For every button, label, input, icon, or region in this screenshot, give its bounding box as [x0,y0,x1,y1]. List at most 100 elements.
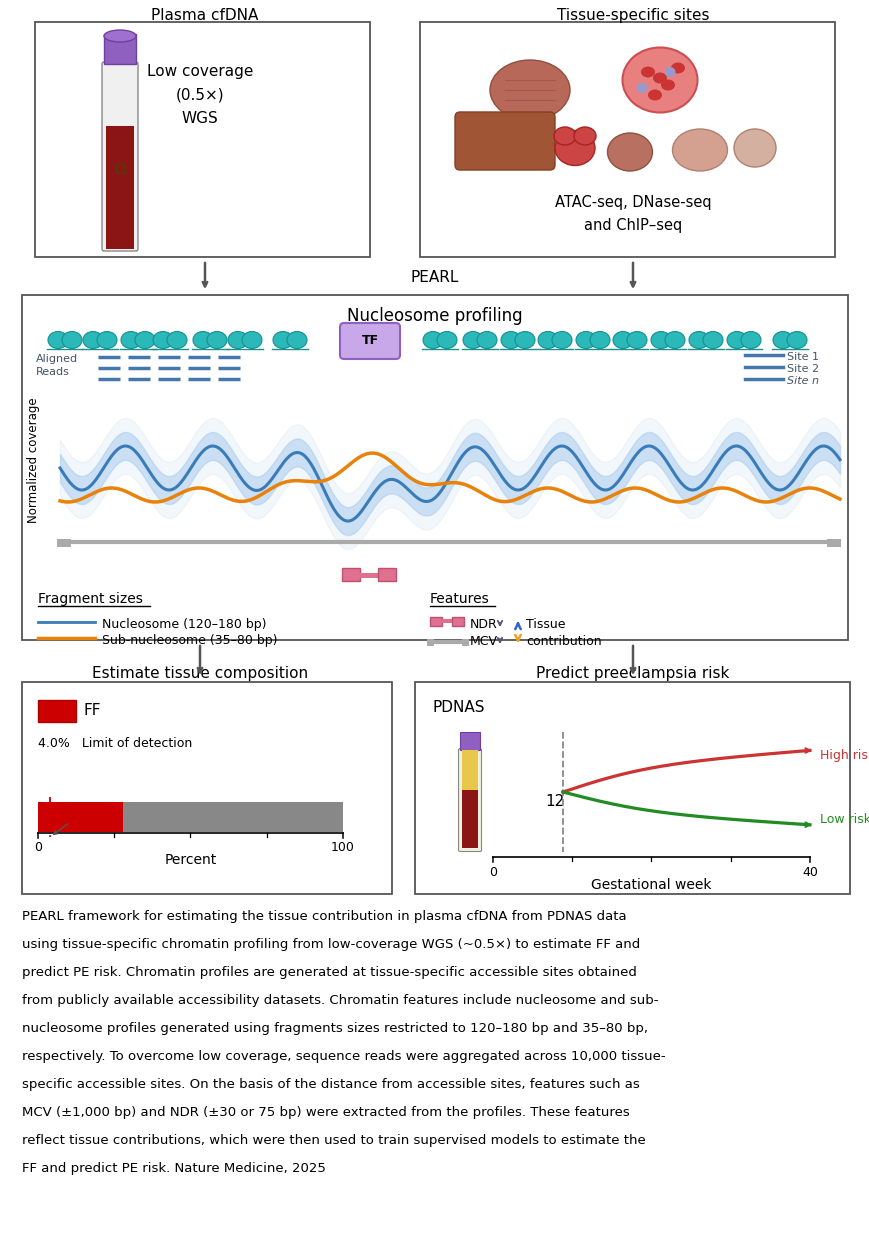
Ellipse shape [62,332,82,349]
Bar [106,130,134,189]
Bar [22,296,847,640]
Ellipse shape [702,332,722,349]
Ellipse shape [167,332,187,349]
Ellipse shape [589,332,609,349]
Bar [359,573,381,578]
Ellipse shape [773,332,792,349]
Ellipse shape [688,332,708,349]
FancyBboxPatch shape [102,62,138,251]
Text: nucleosome profiles generated using fragments sizes restricted to 120–180 bp and: nucleosome profiles generated using frag… [22,1022,647,1035]
Text: TF: TF [361,334,378,348]
FancyBboxPatch shape [458,749,481,852]
Text: Low risk: Low risk [819,814,869,826]
Ellipse shape [287,332,307,349]
Text: MCV: MCV [469,635,497,648]
Bar [460,732,480,750]
Text: Nucleosome (120–180 bp): Nucleosome (120–180 bp) [102,619,266,631]
Text: Predict preeclampsia risk: Predict preeclampsia risk [535,666,729,681]
Bar [38,802,123,832]
Bar [35,22,369,257]
Ellipse shape [436,332,456,349]
Bar [420,22,834,257]
Text: Plasma cfDNA: Plasma cfDNA [151,7,258,24]
Text: PEARL: PEARL [410,270,459,284]
Text: Tissue-specific sites: Tissue-specific sites [556,7,708,24]
Text: Site 1: Site 1 [786,351,818,361]
Text: 4.0%   Limit of detection: 4.0% Limit of detection [38,737,192,750]
Text: Percent: Percent [164,853,216,867]
Ellipse shape [501,332,521,349]
Text: Features: Features [429,592,489,606]
Bar [38,700,76,722]
Ellipse shape [607,133,652,171]
Ellipse shape [462,332,482,349]
Text: 0: 0 [34,841,42,854]
Bar [123,802,342,832]
Bar [106,125,134,248]
Bar [104,34,136,65]
Text: Aligned
Reads: Aligned Reads [36,354,78,378]
Ellipse shape [153,332,173,349]
Ellipse shape [48,332,68,349]
Text: 100: 100 [331,841,355,854]
Text: Site n: Site n [786,376,818,386]
Text: respectively. To overcome low coverage, sequence reads were aggregated across 10: respectively. To overcome low coverage, … [22,1049,665,1063]
Text: 40: 40 [801,866,817,879]
Text: using tissue-specific chromatin profiling from low-coverage WGS (~0.5×) to estim: using tissue-specific chromatin profilin… [22,938,640,951]
Text: Fragment sizes: Fragment sizes [38,592,143,606]
Text: Sub-nucleosome (35–80 bp): Sub-nucleosome (35–80 bp) [102,633,277,647]
Ellipse shape [104,30,136,42]
Ellipse shape [664,67,674,77]
Ellipse shape [622,47,697,113]
Ellipse shape [83,332,103,349]
Text: Estimate tissue composition: Estimate tissue composition [92,666,308,681]
Bar [427,638,434,646]
Ellipse shape [726,332,746,349]
Ellipse shape [660,79,674,91]
Ellipse shape [786,332,806,349]
Ellipse shape [135,332,155,349]
Ellipse shape [627,332,647,349]
Ellipse shape [489,60,569,120]
Text: predict PE risk. Chromatin profiles are generated at tissue-specific accessible : predict PE risk. Chromatin profiles are … [22,966,636,979]
Ellipse shape [554,130,594,165]
Bar [461,638,468,646]
Ellipse shape [121,332,141,349]
Bar [377,568,395,581]
Bar [441,619,452,623]
Ellipse shape [554,127,575,145]
Text: 12: 12 [545,794,564,809]
Ellipse shape [96,332,116,349]
Ellipse shape [653,72,667,83]
Text: Normalized coverage: Normalized coverage [28,397,41,523]
Ellipse shape [740,332,760,349]
Ellipse shape [670,62,684,73]
Text: Nucleosome profiling: Nucleosome profiling [347,307,522,325]
Ellipse shape [514,332,534,349]
Text: PEARL framework for estimating the tissue contribution in plasma cfDNA from PDNA: PEARL framework for estimating the tissu… [22,910,626,923]
Text: Low coverage
(0.5×)
WGS: Low coverage (0.5×) WGS [147,65,253,125]
Ellipse shape [672,129,726,171]
Ellipse shape [574,127,595,145]
Ellipse shape [664,332,684,349]
Ellipse shape [575,332,595,349]
Ellipse shape [640,67,654,77]
Bar [415,682,849,894]
FancyBboxPatch shape [340,323,400,359]
Text: Gestational week: Gestational week [591,878,711,892]
Bar [22,682,392,894]
Ellipse shape [551,332,571,349]
Text: 0: 0 [488,866,496,879]
Ellipse shape [193,332,213,349]
Ellipse shape [242,332,262,349]
Text: Site 2: Site 2 [786,364,819,374]
Text: PDNAS: PDNAS [433,700,485,715]
Text: FF: FF [84,703,102,718]
Text: High risk: High risk [819,749,869,761]
Ellipse shape [613,332,633,349]
Bar [461,750,477,790]
Bar [342,568,360,581]
Text: Ω: Ω [114,161,126,176]
Text: from publicly available accessibility datasets. Chromatin features include nucle: from publicly available accessibility da… [22,994,658,1007]
Ellipse shape [733,129,775,166]
